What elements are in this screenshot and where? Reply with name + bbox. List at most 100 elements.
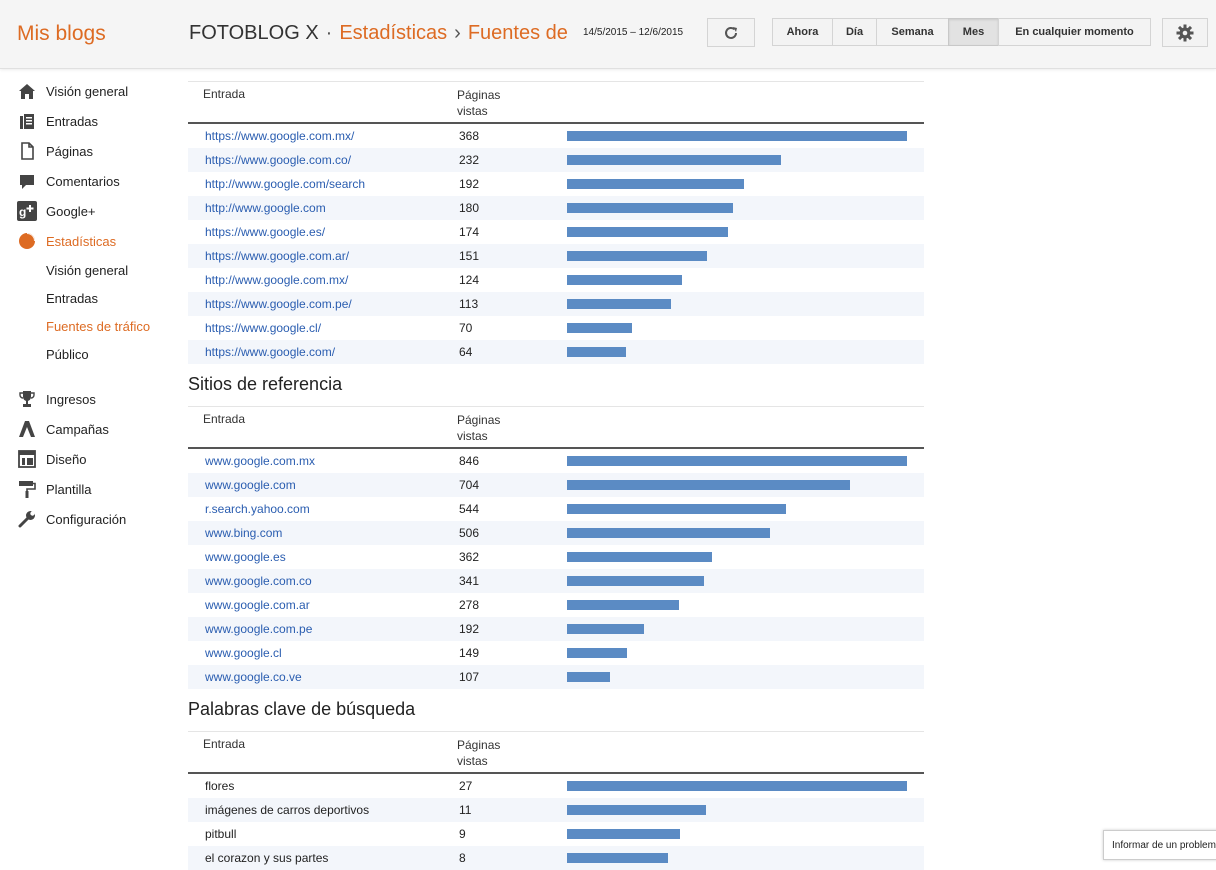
- breadcrumb-stats[interactable]: Estadísticas: [339, 22, 448, 44]
- entry-link[interactable]: https://www.google.com/: [205, 345, 336, 359]
- pageviews-value: 368: [459, 129, 480, 143]
- pageviews-value: 192: [459, 177, 480, 191]
- trophy-icon: [17, 389, 37, 409]
- sidebar-item-label: Entradas: [46, 113, 99, 129]
- table-row: www.google.com.co 341: [188, 569, 924, 593]
- sidebar-item[interactable]: Configuración: [17, 508, 126, 530]
- table-header: Entrada Páginas vistas: [188, 406, 924, 449]
- range-button[interactable]: Día: [832, 18, 877, 46]
- pages-icon: [17, 141, 37, 161]
- entry-link[interactable]: https://www.google.com.co/: [205, 153, 352, 167]
- range-button[interactable]: Mes: [948, 18, 999, 46]
- column-header-entry: Entrada: [203, 737, 246, 751]
- entry-link[interactable]: https://www.google.com.pe/: [205, 297, 352, 311]
- my-blogs-link[interactable]: Mis blogs: [17, 22, 106, 45]
- pageviews-value: 64: [459, 345, 473, 359]
- table-row: https://www.google.es/174: [188, 220, 924, 244]
- settings-button[interactable]: [1162, 18, 1208, 47]
- entry-link[interactable]: r.search.yahoo.com: [205, 502, 310, 516]
- sidebar-item[interactable]: Comentarios: [17, 170, 120, 192]
- google-plus-icon: g: [17, 201, 37, 221]
- entry-link[interactable]: https://www.google.com.ar/: [205, 249, 350, 263]
- entry-link[interactable]: www.google.com.mx: [205, 454, 316, 468]
- sidebar-item[interactable]: Entradas: [17, 110, 98, 132]
- entry-link[interactable]: http://www.google.com.mx/: [205, 273, 349, 287]
- table-row: r.search.yahoo.com 544: [188, 497, 924, 521]
- paint-roller-icon: [17, 479, 37, 499]
- table-row: www.google.com.ar 278: [188, 593, 924, 617]
- breadcrumb-separator: ·: [325, 22, 333, 44]
- pageviews-value: 27: [459, 779, 473, 793]
- column-header-pageviews: Páginas vistas: [457, 738, 501, 768]
- sidebar-subitem[interactable]: Visión general: [46, 263, 129, 278]
- entry-link[interactable]: www.google.co.ve: [205, 670, 302, 684]
- sidebar-item[interactable]: Campañas: [17, 418, 109, 440]
- range-button[interactable]: En cualquier momento: [998, 18, 1151, 46]
- wrench-icon: [17, 509, 37, 529]
- sidebar-item-label: Estadísticas: [46, 233, 117, 249]
- table-row: el corazon y sus partes 8: [188, 846, 924, 870]
- table-row: www.google.cl 149: [188, 641, 924, 665]
- pageviews-bar: [567, 504, 786, 514]
- blog-name[interactable]: FOTOBLOG X: [189, 22, 319, 44]
- sidebar-item-label: Plantilla: [46, 481, 92, 497]
- pageviews-value: 9: [459, 827, 466, 841]
- entry-link[interactable]: https://www.google.es/: [205, 225, 326, 239]
- refresh-button[interactable]: [707, 18, 755, 47]
- pageviews-value: 506: [459, 526, 480, 540]
- home-icon: [17, 81, 37, 101]
- breadcrumb: FOTOBLOG X · Estadísticas › Fuentes de: [189, 22, 568, 45]
- range-button[interactable]: Ahora: [772, 18, 833, 46]
- pageviews-bar: [567, 853, 668, 863]
- pageviews-bar: [567, 600, 679, 610]
- sidebar-item[interactable]: Plantilla: [17, 478, 92, 500]
- table-row: www.google.com.pe 192: [188, 617, 924, 641]
- entry-link[interactable]: www.google.com.pe: [205, 622, 313, 636]
- table-row: http://www.google.com.mx/124: [188, 268, 924, 292]
- pageviews-value: 8: [459, 851, 466, 865]
- sidebar-item[interactable]: Diseño: [17, 448, 86, 470]
- entry-link[interactable]: www.google.com.co: [205, 574, 312, 588]
- pageviews-bar: [567, 131, 907, 141]
- pageviews-bar: [567, 672, 610, 682]
- entry-link[interactable]: http://www.google.com: [205, 201, 326, 215]
- column-header-entry: Entrada: [203, 412, 246, 426]
- entry-link[interactable]: www.google.com: [205, 478, 296, 492]
- entry-link[interactable]: www.google.com.ar: [205, 598, 310, 612]
- sidebar-subitem[interactable]: Fuentes de tráfico: [46, 319, 151, 334]
- pageviews-value: 174: [459, 225, 480, 239]
- sidebar-item[interactable]: g Google+: [17, 200, 96, 222]
- entry-link[interactable]: https://www.google.com.mx/: [205, 129, 355, 143]
- pageviews-value: 180: [459, 201, 480, 215]
- table-row: www.google.co.ve 107: [188, 665, 924, 689]
- sidebar-item-label: Comentarios: [46, 173, 120, 189]
- sidebar-item-label: Google+: [46, 203, 96, 219]
- sidebar-item[interactable]: Ingresos: [17, 388, 96, 410]
- section-title: Palabras clave de búsqueda: [188, 699, 416, 719]
- pageviews-bar: [567, 299, 671, 309]
- pageviews-value: 124: [459, 273, 480, 287]
- entry-link[interactable]: www.bing.com: [205, 526, 283, 540]
- sidebar-subitem[interactable]: Público: [46, 347, 89, 362]
- sidebar-item[interactable]: Visión general: [17, 80, 128, 102]
- entry-text: imágenes de carros deportivos: [205, 803, 370, 817]
- entry-link[interactable]: www.google.es: [205, 550, 286, 564]
- table-row: https://www.google.com/64: [188, 340, 924, 364]
- sidebar-item[interactable]: Páginas: [17, 140, 93, 162]
- pageviews-value: 544: [459, 502, 480, 516]
- pageviews-value: 846: [459, 454, 480, 468]
- entry-link[interactable]: http://www.google.com/search: [205, 177, 366, 191]
- sidebar-subitem[interactable]: Entradas: [46, 291, 99, 306]
- table-row: https://www.google.com.ar/151: [188, 244, 924, 268]
- pageviews-value: 278: [459, 598, 480, 612]
- range-button[interactable]: Semana: [876, 18, 949, 46]
- pageviews-value: 192: [459, 622, 480, 636]
- pageviews-bar: [567, 275, 682, 285]
- table-row: https://www.google.com.pe/113: [188, 292, 924, 316]
- entry-link[interactable]: www.google.cl: [205, 646, 282, 660]
- table-row: www.bing.com 506: [188, 521, 924, 545]
- table-row: www.google.com.mx 846: [188, 449, 924, 473]
- pageviews-bar: [567, 480, 850, 490]
- sidebar-item[interactable]: Estadísticas: [17, 230, 116, 252]
- entry-link[interactable]: https://www.google.cl/: [205, 321, 322, 335]
